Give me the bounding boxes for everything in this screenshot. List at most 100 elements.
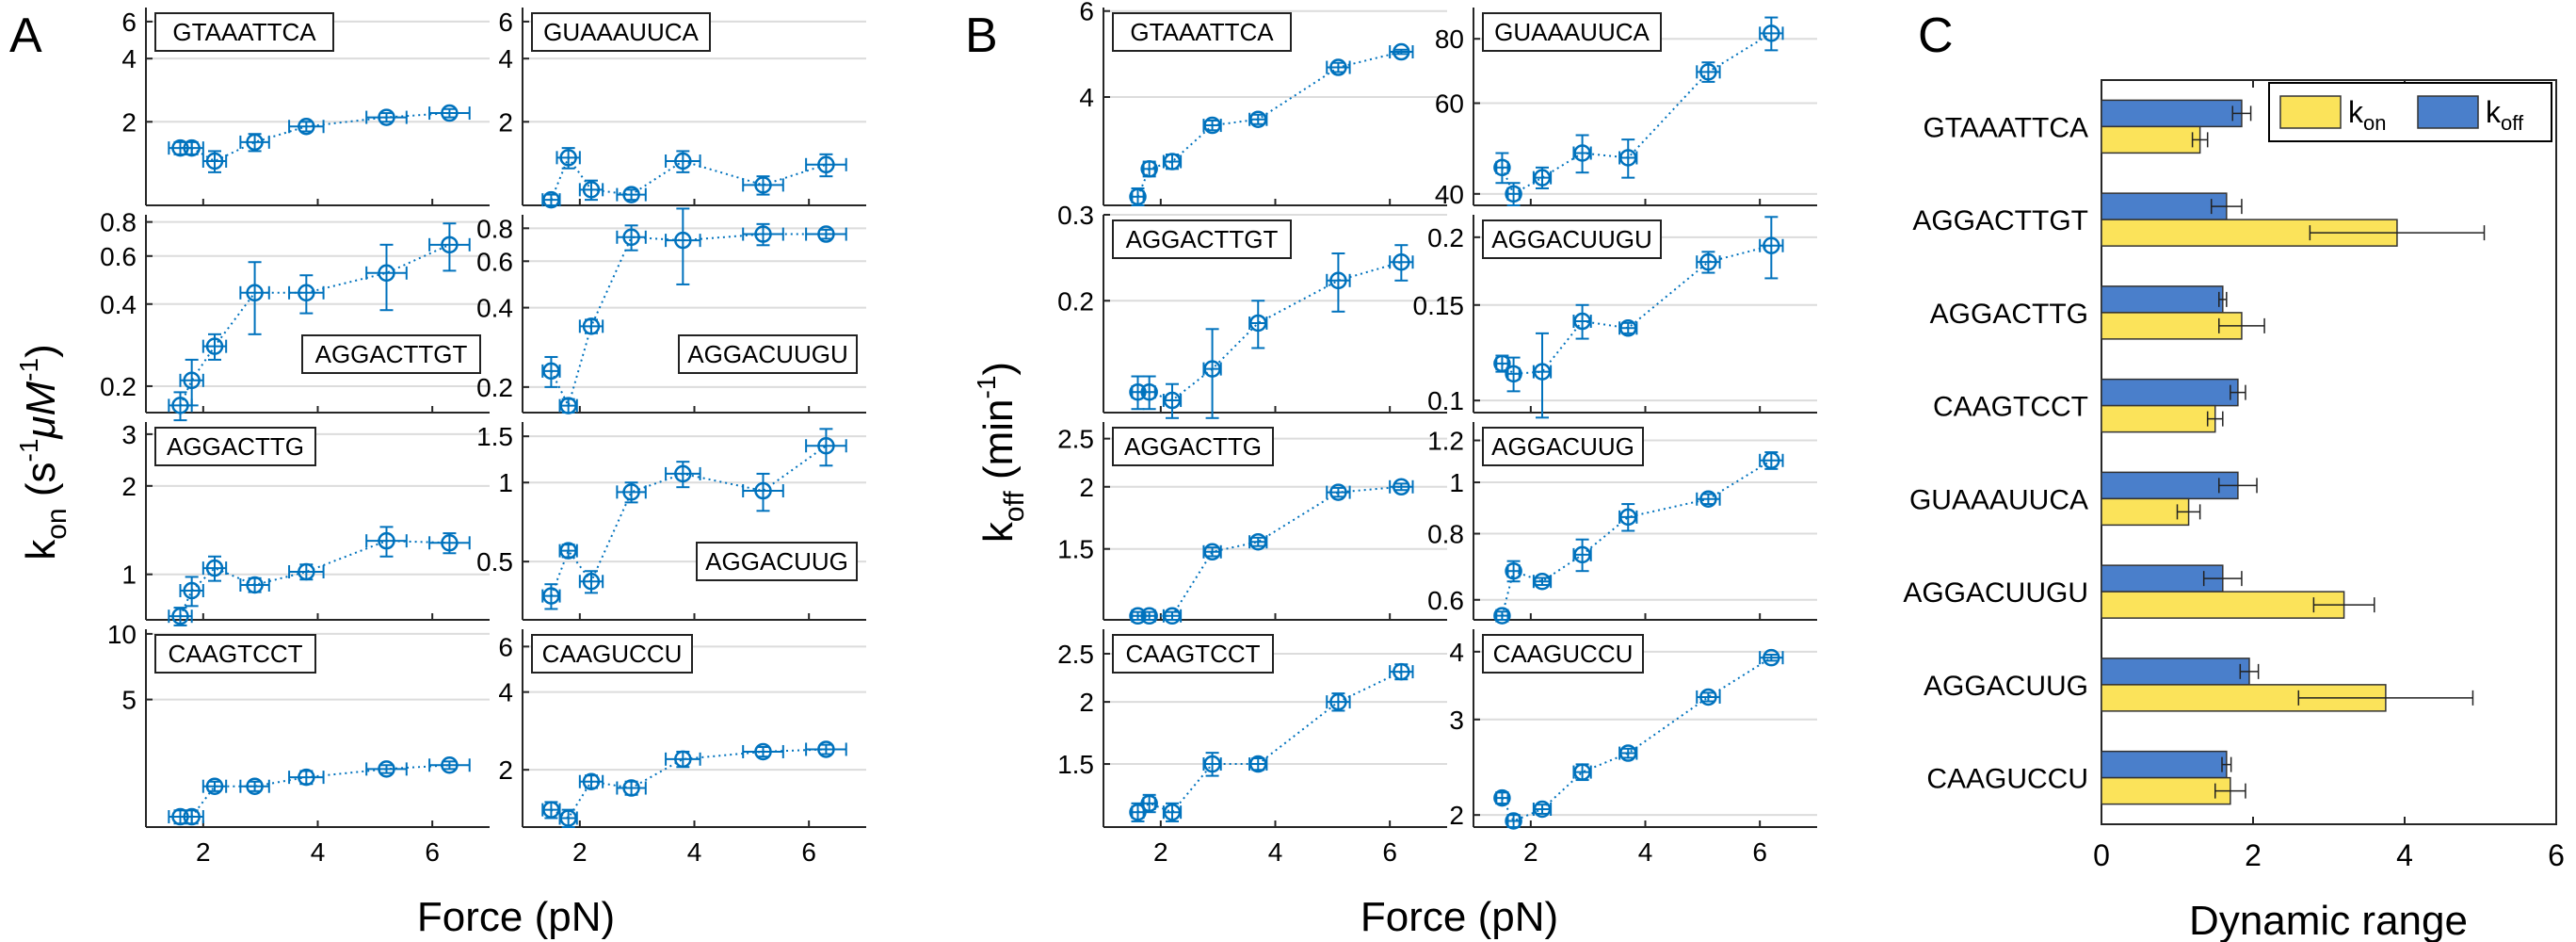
ytick-label: 2 [121, 107, 137, 137]
marker [183, 807, 201, 826]
data-point [428, 532, 471, 555]
category-label: GUAAAUUCA [1909, 484, 2088, 515]
data-point [1389, 662, 1414, 681]
marker [1573, 763, 1591, 781]
ytick-label: 80 [1435, 24, 1464, 54]
ytick-label: 0.6 [476, 247, 513, 276]
kon-ylabel-base: k [18, 539, 64, 560]
force-xlabel-b: Force (pN) [1360, 894, 1558, 940]
sequence-label: AGGACUUGU [687, 340, 847, 368]
sequence-label-box [1112, 219, 1292, 259]
koff-ylabel-close: ) [975, 362, 1022, 376]
series-line [1137, 261, 1402, 402]
marker [582, 772, 601, 790]
marker [183, 371, 201, 390]
ytick-label: 1.5 [1057, 535, 1094, 564]
bar-koff [2101, 99, 2243, 128]
data-point [1493, 152, 1511, 185]
marker [1329, 271, 1347, 290]
data-point [365, 526, 408, 558]
data-point [616, 481, 647, 504]
series-line [1501, 657, 1772, 822]
ytick-label: 1.5 [1057, 750, 1094, 779]
sequence-label-box [1482, 634, 1644, 674]
ytick-label: 0.4 [100, 290, 137, 319]
ytick-label: 0.6 [100, 242, 137, 271]
dynamic-range-panel: 0 2 4 6 GTAAATTCA AGGACTTGT AGGACTTG CAAGTCCT GU… [1903, 79, 2565, 872]
ytick-label: 0.2 [476, 373, 513, 402]
marker [559, 149, 577, 167]
series-line [179, 243, 450, 406]
ytick-label: 0.8 [476, 214, 513, 243]
subplot-a-aggacttg: 1 2 3 AGGACTTG [121, 420, 490, 626]
ytick-label: 0.8 [100, 208, 137, 237]
data-point [541, 583, 561, 610]
subplot-b-aggacttg: 1.5 2 2.5 AGGACTTG [1057, 422, 1447, 625]
marker [1573, 144, 1591, 162]
category-label: AGGACUUGU [1903, 577, 2088, 609]
marker [378, 531, 395, 550]
data-point [1326, 692, 1351, 712]
data-point [1162, 802, 1183, 822]
data-point [805, 428, 847, 467]
sequence-label: AGGACTTG [167, 432, 304, 461]
data-point [805, 153, 847, 178]
data-point [239, 261, 270, 335]
data-point [1162, 153, 1183, 171]
panel-label-a: A [9, 8, 42, 63]
subplot-b-gtaaattca: 4 6 GTAAATTCA [1079, 0, 1447, 206]
marker [378, 760, 395, 778]
marker [1493, 788, 1511, 807]
data-point [1389, 478, 1414, 496]
data-point [428, 756, 471, 774]
marker [817, 225, 835, 243]
marker [1505, 561, 1522, 580]
ytick-label: 0.2 [1057, 286, 1094, 316]
data-point [1389, 244, 1414, 282]
category-label: AGGACUUG [1924, 671, 2088, 702]
ytick-label: 4 [1449, 638, 1464, 667]
marker [1393, 252, 1410, 271]
data-point [1326, 483, 1351, 501]
marker [1393, 42, 1410, 61]
data-point [558, 397, 578, 414]
sequence-label: GTAAATTCA [172, 18, 316, 46]
data-point [1696, 688, 1721, 706]
marker [183, 138, 201, 157]
data-point [1202, 116, 1222, 135]
legend-swatch-kon [2279, 95, 2342, 129]
sequence-label: CAAGUCCU [1493, 640, 1634, 668]
sequence-label-box [154, 634, 316, 674]
data-point [1326, 252, 1351, 313]
marker [246, 576, 264, 594]
sequence-label: GUAAAUUCA [1494, 18, 1650, 46]
marker [817, 436, 835, 455]
data-point [1202, 328, 1222, 419]
marker [817, 155, 835, 174]
sequence-label-box [1112, 427, 1274, 466]
marker [1699, 252, 1717, 271]
ytick-label: 3 [1449, 706, 1464, 735]
koff-ylabel-sub: off [999, 491, 1030, 522]
marker [1493, 354, 1511, 373]
sequence-label: CAAGUCCU [542, 640, 683, 668]
sequence-label: AGGACTTG [1124, 432, 1262, 461]
ytick-label: 0.6 [1427, 586, 1464, 615]
data-point [1696, 490, 1721, 509]
dr-xlabel: Dynamic range [2189, 898, 2468, 942]
data-point [1532, 166, 1553, 189]
sequence-label-box [1482, 12, 1662, 52]
marker [1763, 236, 1780, 254]
sequence-label: CAAGTCCT [169, 640, 303, 668]
sequence-label: AGGACUUG [705, 547, 848, 576]
ytick-label: 0.15 [1413, 291, 1465, 320]
data-point [665, 150, 701, 173]
kon-ylabel-exp2: -1 [14, 358, 43, 382]
marker [1393, 662, 1410, 681]
marker [1699, 63, 1717, 81]
marker [674, 464, 692, 483]
ytick-label: 5 [121, 686, 137, 715]
marker [1393, 478, 1410, 496]
marker [1329, 692, 1347, 711]
marker [441, 104, 459, 122]
